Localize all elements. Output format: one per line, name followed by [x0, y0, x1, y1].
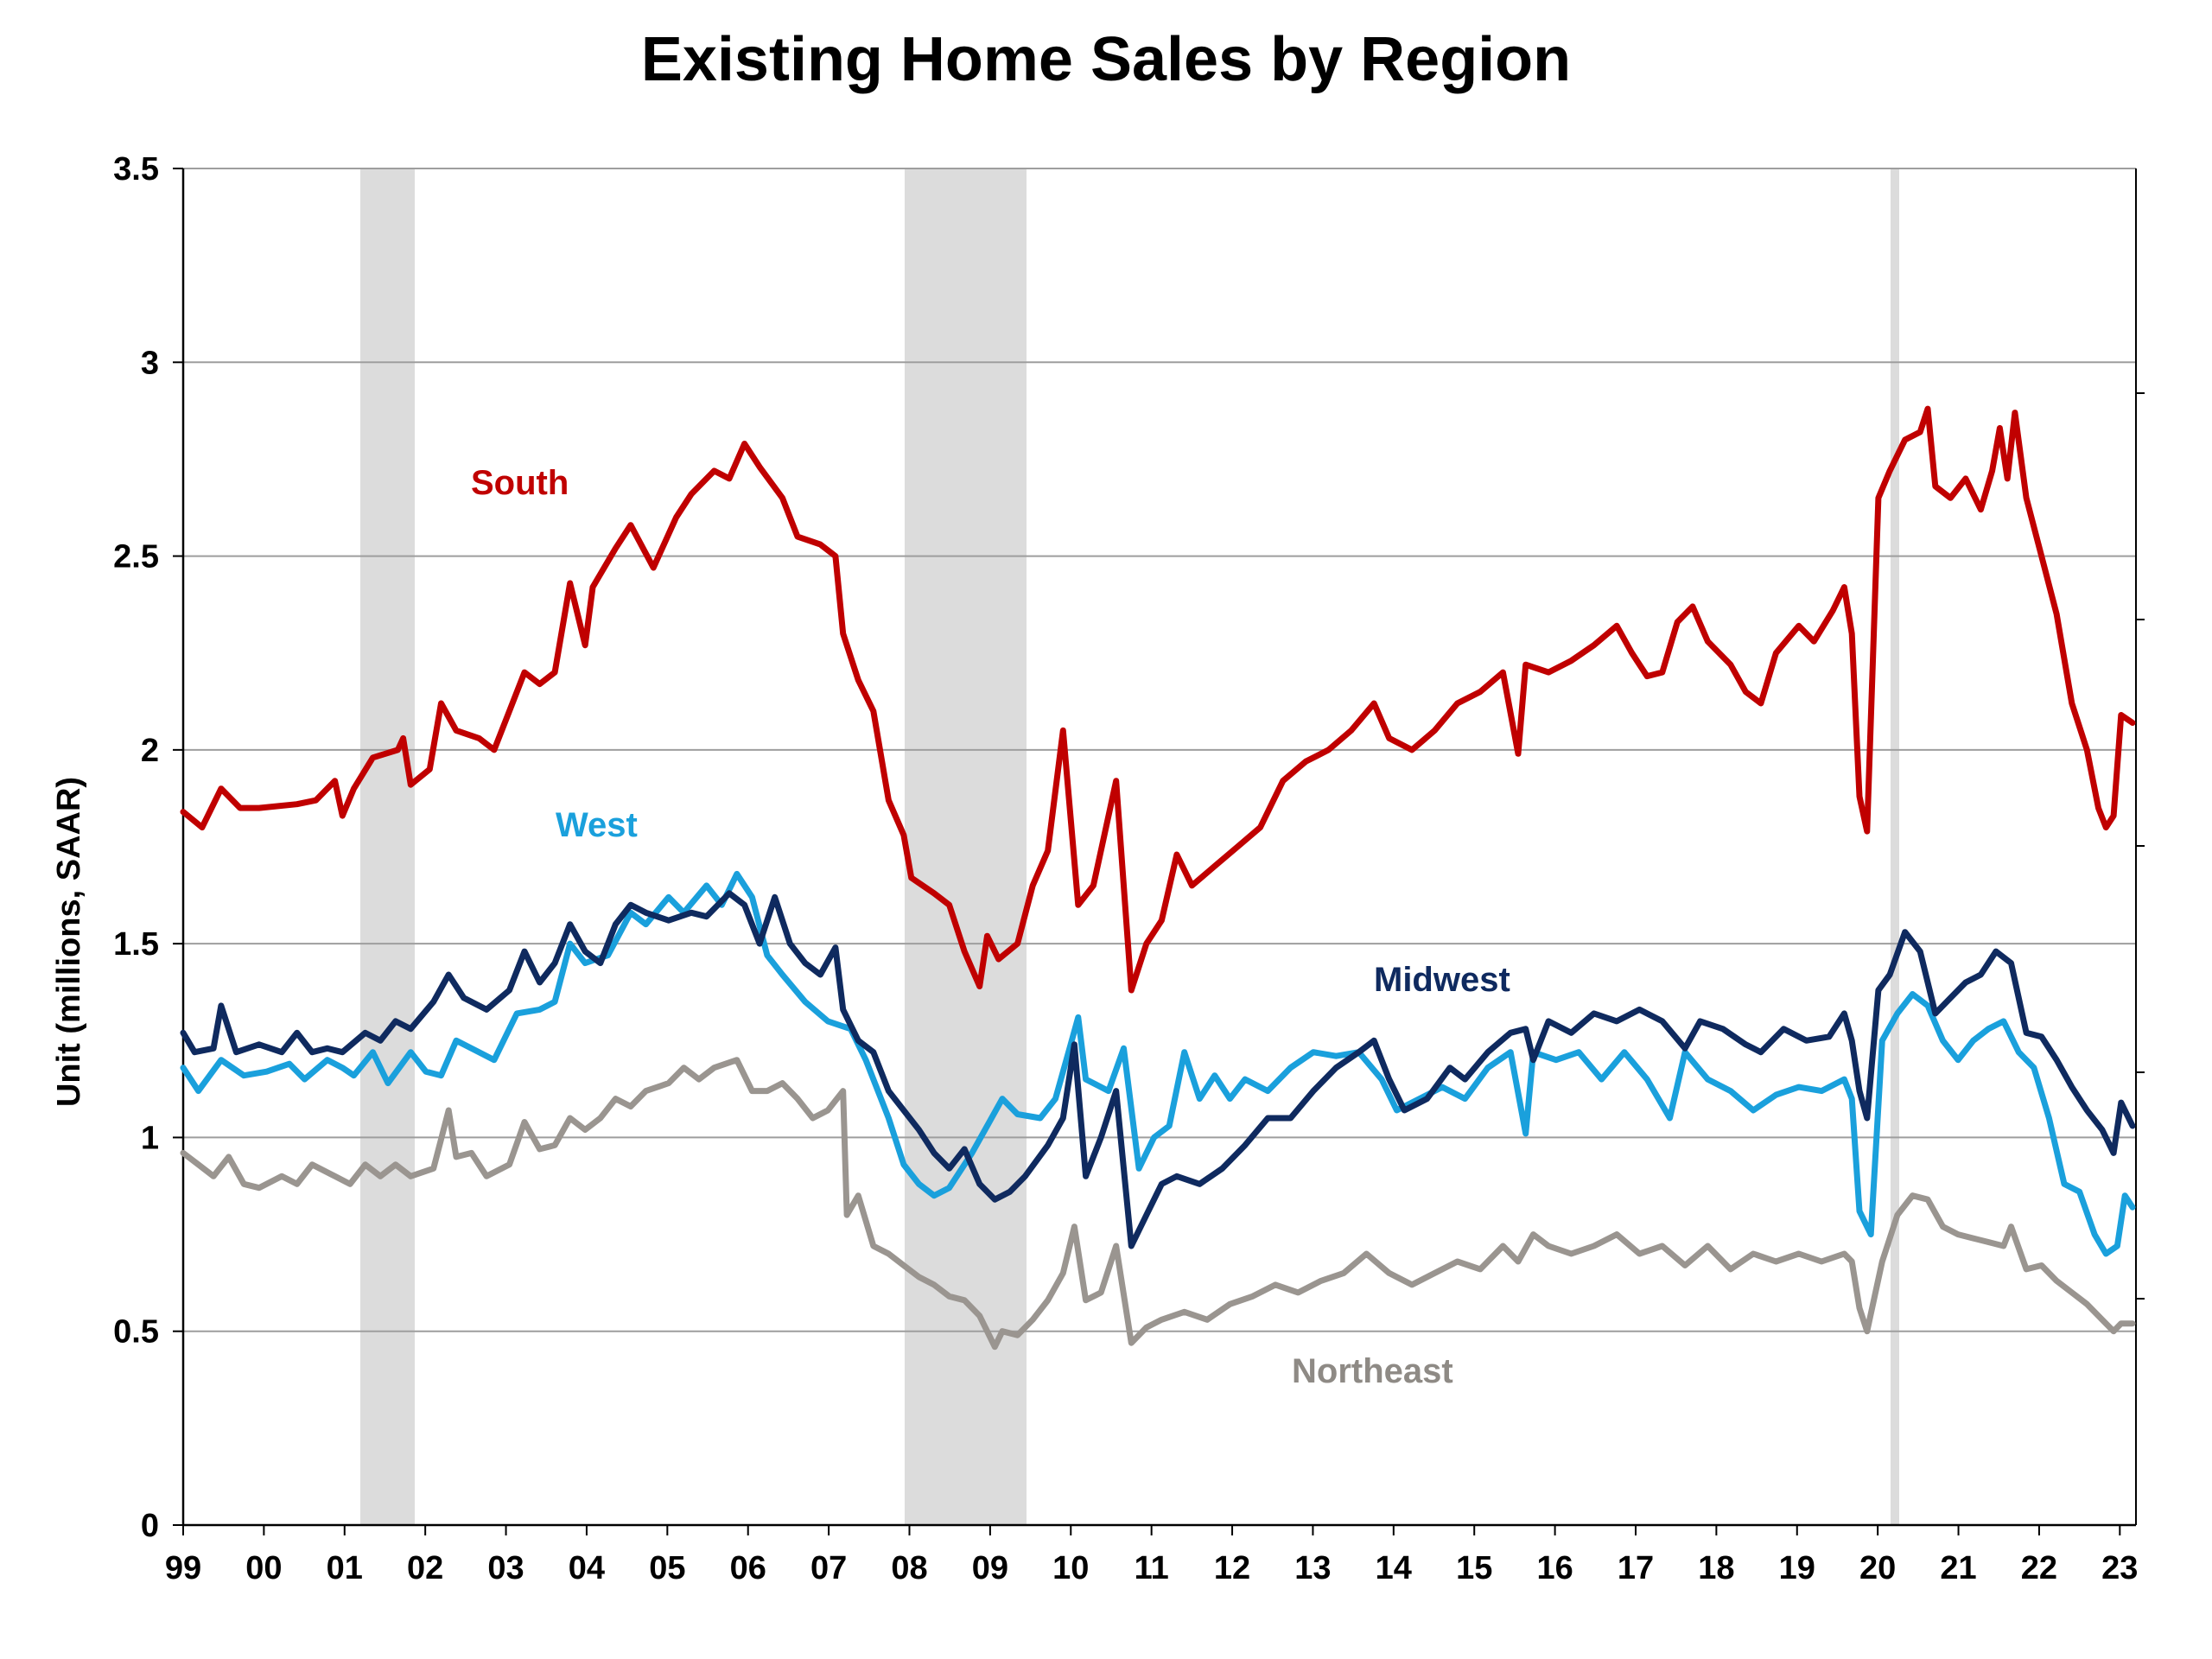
x-tick-label: 99 — [165, 1550, 201, 1586]
x-tick-label: 19 — [1779, 1550, 1815, 1586]
x-tick-label: 03 — [487, 1550, 524, 1586]
x-tick-label: 06 — [730, 1550, 766, 1586]
x-tick-label: 04 — [569, 1550, 605, 1586]
y-tick-label: 3 — [141, 345, 159, 381]
x-tick-label: 17 — [1618, 1550, 1654, 1586]
x-tick-label: 07 — [810, 1550, 847, 1586]
x-tick-label: 09 — [972, 1550, 1008, 1586]
series-line-northeast — [180, 1057, 2136, 1351]
x-tick-label: 15 — [1456, 1550, 1492, 1586]
x-tick-label: 12 — [1214, 1550, 1250, 1586]
y-tick-label: 1.5 — [113, 926, 159, 963]
x-tick-label: 01 — [327, 1550, 363, 1586]
x-tick-label: 05 — [649, 1550, 685, 1586]
recession-band — [360, 168, 415, 1525]
x-tick-label: 00 — [245, 1550, 282, 1586]
series-line-west — [180, 870, 2136, 1257]
recession-band — [905, 168, 1027, 1525]
x-tick-label: 14 — [1376, 1550, 1412, 1586]
y-tick-label: 2.5 — [113, 539, 159, 575]
x-tick-label: 16 — [1536, 1550, 1573, 1586]
series-labels: South West Midwest Northeast — [471, 464, 1510, 1390]
y-tick-label: 1 — [141, 1120, 159, 1156]
x-tick-label: 13 — [1294, 1550, 1331, 1586]
chart-title: Existing Home Sales by Region — [640, 25, 1572, 94]
northeast-label: Northeast — [1292, 1352, 1453, 1390]
axes: 0 0.5 1 1.5 2 2.5 3 3.5 99 00 01 02 03 04 05 06 07 08 09 10… — [113, 151, 2145, 1586]
x-tick-label: 11 — [1135, 1550, 1169, 1586]
y-axis-label: Unit (millions, SAAR) — [51, 777, 87, 1107]
series-line-south — [180, 405, 2136, 994]
x-tick-label: 21 — [1940, 1550, 1976, 1586]
x-tick-label: 08 — [891, 1550, 927, 1586]
midwest-label: Midwest — [1374, 961, 1510, 999]
y-tick-label: 0 — [141, 1508, 159, 1544]
x-tick-label: 20 — [1859, 1550, 1896, 1586]
gridlines — [183, 168, 2136, 1332]
x-tick-label: 18 — [1698, 1550, 1734, 1586]
x-tick-label: 23 — [2101, 1550, 2138, 1586]
y-tick-label: 0.5 — [113, 1314, 159, 1351]
x-tick-label: 02 — [407, 1550, 443, 1586]
y-tick-label: 3.5 — [113, 151, 159, 188]
west-label: West — [556, 806, 638, 844]
y-tick-label: 2 — [141, 733, 159, 769]
x-tick-label: 10 — [1052, 1550, 1089, 1586]
recession-band — [1891, 168, 1899, 1525]
x-tick-label: 22 — [2021, 1550, 2057, 1586]
series-lines — [180, 405, 2136, 1351]
south-label: South — [471, 464, 569, 502]
series-line-midwest — [180, 890, 2136, 1249]
